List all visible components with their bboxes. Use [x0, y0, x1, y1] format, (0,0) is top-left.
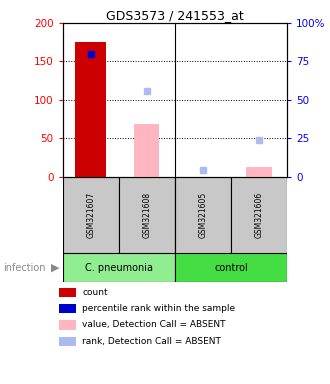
Text: GSM321606: GSM321606 — [254, 192, 264, 238]
Bar — [59, 304, 76, 313]
Text: GSM321605: GSM321605 — [198, 192, 208, 238]
Bar — [75, 42, 106, 177]
Text: infection: infection — [3, 263, 46, 273]
Text: GSM321608: GSM321608 — [142, 192, 151, 238]
Bar — [59, 337, 76, 346]
Title: GDS3573 / 241553_at: GDS3573 / 241553_at — [106, 9, 244, 22]
Bar — [175, 177, 231, 253]
Text: GSM321607: GSM321607 — [86, 192, 95, 238]
Text: count: count — [82, 288, 108, 297]
Text: value, Detection Call = ABSENT: value, Detection Call = ABSENT — [82, 321, 226, 329]
Text: control: control — [214, 263, 248, 273]
Text: rank, Detection Call = ABSENT: rank, Detection Call = ABSENT — [82, 337, 221, 346]
Bar — [63, 253, 175, 282]
Bar — [63, 177, 119, 253]
Bar — [59, 288, 76, 297]
Bar — [247, 167, 272, 177]
Bar — [59, 320, 76, 329]
Bar — [231, 177, 287, 253]
Bar — [175, 253, 287, 282]
Bar — [134, 124, 159, 177]
Text: C. pneumonia: C. pneumonia — [85, 263, 153, 273]
Text: percentile rank within the sample: percentile rank within the sample — [82, 304, 235, 313]
Text: ▶: ▶ — [51, 263, 59, 273]
Bar — [119, 177, 175, 253]
